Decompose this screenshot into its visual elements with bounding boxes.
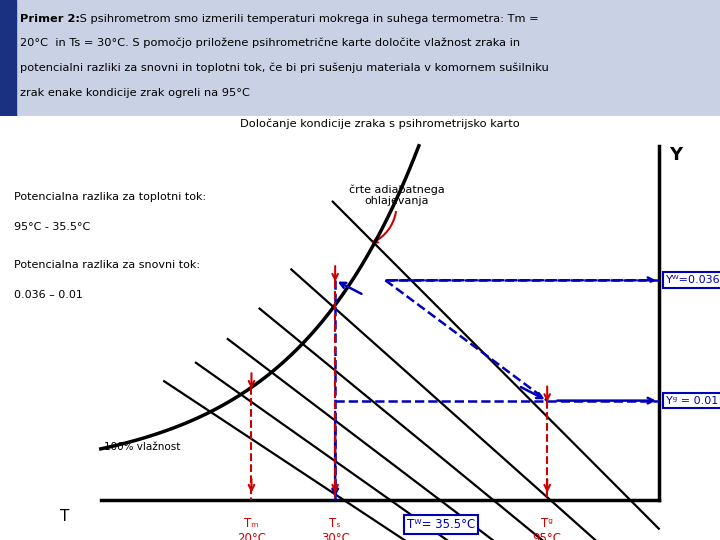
Text: zrak enake kondicije zrak ogreli na 95°C: zrak enake kondicije zrak ogreli na 95°C: [20, 88, 250, 98]
Bar: [0, 0, 16, 116]
Text: S psihrometrom smo izmerili temperaturi mokrega in suhega termometra: Tm =: S psihrometrom smo izmerili temperaturi …: [76, 14, 539, 24]
Text: Yᵍ = 0.01: Yᵍ = 0.01: [666, 396, 719, 406]
Text: Primer 2:: Primer 2:: [20, 14, 80, 24]
Text: 95°C - 35.5°C: 95°C - 35.5°C: [14, 222, 91, 232]
Text: 30°C: 30°C: [320, 531, 350, 540]
Text: Tₛ: Tₛ: [329, 517, 341, 530]
Text: črte adiabatnega
ohlajevanja: črte adiabatnega ohlajevanja: [348, 184, 444, 242]
Text: potencialni razliki za snovni in toplotni tok, če bi pri sušenju materiala v kom: potencialni razliki za snovni in toplotn…: [20, 63, 549, 73]
Text: Potencialna razlika za snovni tok:: Potencialna razlika za snovni tok:: [14, 260, 200, 270]
Text: Y: Y: [670, 146, 683, 164]
Text: Določanje kondicije zraka s psihrometrijsko karto: Določanje kondicije zraka s psihrometrij…: [240, 118, 520, 129]
Text: 20°C: 20°C: [237, 531, 266, 540]
Text: Tᵍ: Tᵍ: [541, 517, 553, 530]
Text: 20°C  in Ts = 30°C. S pomočjo priložene psihrometrične karte določite vlažnost z: 20°C in Ts = 30°C. S pomočjo priložene p…: [20, 37, 521, 48]
Text: 0.036 – 0.01: 0.036 – 0.01: [14, 290, 84, 300]
Text: T: T: [60, 509, 70, 524]
Text: Tₘ: Tₘ: [244, 517, 258, 530]
Text: Potencialna razlika za toplotni tok:: Potencialna razlika za toplotni tok:: [14, 192, 207, 202]
Text: Tᵂ= 35.5°C: Tᵂ= 35.5°C: [407, 518, 475, 531]
Text: 95°C: 95°C: [533, 531, 562, 540]
Text: Yᵂ=0.036: Yᵂ=0.036: [666, 275, 720, 285]
Text: 100% vlažnost: 100% vlažnost: [104, 442, 181, 452]
